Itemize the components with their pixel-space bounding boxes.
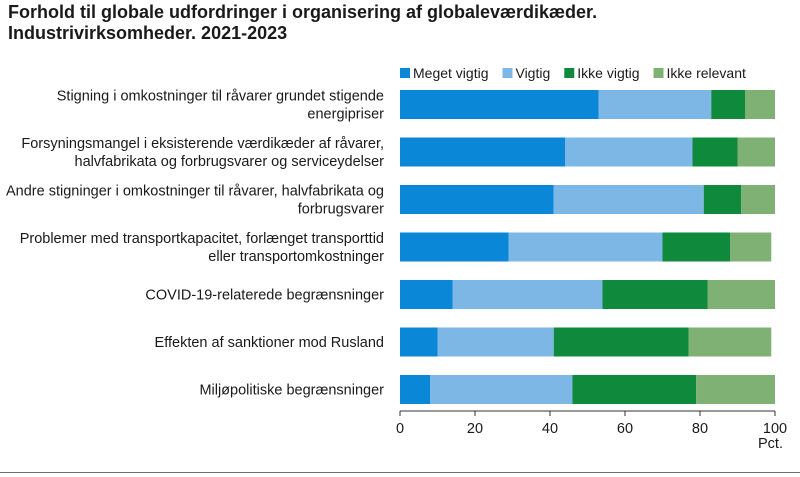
legend-swatch-3: [653, 68, 664, 78]
bar-segment: [553, 327, 689, 357]
x-tick-label: 40: [542, 421, 558, 437]
x-axis-unit-label: Pct.: [758, 436, 783, 452]
chart-title-block: Forhold til globale udfordringer i organ…: [8, 2, 788, 44]
x-axis-ticks: 0 20 40 60 80 100: [396, 411, 787, 437]
bar-segment: [703, 185, 742, 214]
legend-swatch-1: [502, 68, 513, 78]
bar-segment: [508, 232, 663, 262]
bar-segment: [430, 375, 573, 404]
legend-label-0: Meget vigtig: [413, 65, 488, 81]
x-tick-label: 20: [467, 421, 483, 437]
bar-segment: [400, 137, 565, 167]
legend-label-2: Ikke vigtig: [577, 65, 639, 81]
x-tick-label: 60: [617, 421, 633, 437]
bar-segment: [696, 375, 775, 404]
bar-segment: [400, 327, 438, 357]
category-label-line: Andre stigninger i omkostninger til råva…: [6, 184, 384, 200]
category-label-line: forbrugsvarer: [298, 202, 384, 218]
bar-segment: [707, 280, 775, 309]
category-label-line: halvfabrikata og forbrugsvarer og servic…: [75, 154, 385, 170]
category-label-1: Forsyningsmangel i eksisterende værdikæd…: [21, 136, 384, 170]
bar-segment: [741, 185, 775, 214]
bar-segment: [737, 137, 775, 167]
bar-segment: [692, 137, 738, 167]
category-label-4: COVID-19-relaterede begrænsninger: [145, 288, 384, 304]
category-label-line: eller transportomkostninger: [208, 249, 384, 265]
bar-segment: [598, 90, 712, 119]
bar-segment: [662, 232, 730, 262]
category-label-line: Miljøpolitiske begrænsninger: [199, 383, 384, 399]
bar-segment: [400, 375, 430, 404]
category-label-line: Effekten af sanktioner mod Rusland: [155, 335, 384, 351]
bars: [400, 90, 775, 404]
category-label-line: COVID-19-relaterede begrænsninger: [145, 288, 384, 304]
bar-segment: [572, 375, 697, 404]
x-tick-label: 0: [396, 421, 404, 437]
legend-label-3: Ikke relevant: [667, 65, 746, 81]
bar-segment: [565, 137, 693, 167]
bar-segment: [602, 280, 708, 309]
bar-segment: [400, 90, 599, 119]
x-tick-label: 80: [692, 421, 708, 437]
category-label-line: Stigning i omkostninger til råvarer grun…: [57, 89, 384, 105]
category-label-5: Effekten af sanktioner mod Rusland: [155, 335, 384, 351]
bar-segment: [437, 327, 554, 357]
bar-segment: [745, 90, 775, 119]
chart-title: Forhold til globale udfordringer i organ…: [8, 2, 598, 22]
bar-segment: [730, 232, 772, 262]
category-label-6: Miljøpolitiske begrænsninger: [199, 383, 384, 399]
category-labels: Stigning i omkostninger til råvarer grun…: [6, 89, 384, 399]
chart-legend: Meget vigtig Vigtig Ikke vigtig Ikke releva…: [400, 65, 746, 81]
bar-segment: [400, 280, 453, 309]
bar-segment: [711, 90, 745, 119]
bar-segment: [400, 232, 509, 262]
category-label-2: Andre stigninger i omkostninger til råva…: [6, 184, 384, 218]
category-label-line: energipriser: [307, 107, 384, 123]
category-label-3: Problemer med transportkapacitet, forlæn…: [20, 231, 384, 265]
category-label-0: Stigning i omkostninger til råvarer grun…: [57, 89, 384, 123]
legend-swatch-0: [400, 68, 410, 78]
bar-segment: [688, 327, 772, 357]
category-label-line: Forsyningsmangel i eksisterende værdikæd…: [21, 136, 384, 152]
bottom-rule: [0, 472, 800, 473]
bar-segment: [452, 280, 603, 309]
chart-subtitle: Industrivirksomheder. 2021-2023: [8, 23, 288, 43]
legend-swatch-2: [564, 68, 575, 78]
bar-segment: [400, 185, 554, 214]
category-label-line: Problemer med transportkapacitet, forlæn…: [20, 231, 384, 247]
x-tick-label: 100: [763, 421, 787, 437]
bar-segment: [553, 185, 704, 214]
legend-label-1: Vigtig: [515, 65, 550, 81]
